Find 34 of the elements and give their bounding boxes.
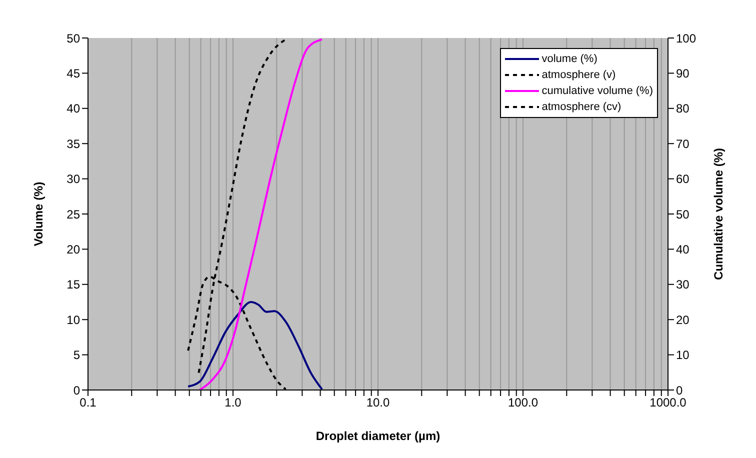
y-axis-title: Volume (%)	[31, 182, 46, 246]
y-tick-label: 10	[66, 312, 80, 327]
x-axis-title: Droplet diameter (µm)	[316, 429, 440, 443]
x-tick-label: 10.0	[366, 396, 390, 410]
y-tick-label: 5	[73, 348, 80, 362]
y2-tick-label: 90	[676, 66, 690, 80]
x-tick-label: 1.0	[224, 396, 242, 410]
y2-tick-label: 40	[676, 242, 690, 256]
legend-label: cumulative volume (%)	[542, 85, 653, 97]
x-tick-label: 0.1	[80, 396, 97, 410]
legend-label: atmosphere (v)	[542, 69, 616, 81]
y2-tick-label: 60	[676, 172, 690, 186]
y2-tick-label: 80	[676, 102, 690, 116]
y-tick-label: 45	[66, 66, 80, 80]
y-tick-label: 0	[73, 383, 80, 398]
y2-tick-label: 10	[676, 348, 690, 362]
y-tick-label: 15	[66, 278, 80, 292]
y2-tick-label: 0	[676, 383, 683, 398]
y2-tick-label: 70	[676, 136, 690, 151]
x-tick-label: 100.0	[508, 396, 538, 410]
legend-label: atmosphere (cv)	[542, 101, 622, 113]
y2-tick-label: 50	[676, 207, 690, 222]
y2-tick-label: 30	[676, 278, 690, 292]
y2-tick-label: 20	[676, 312, 690, 327]
y-tick-label: 40	[66, 102, 80, 116]
y-tick-label: 35	[66, 136, 80, 151]
y2-tick-label: 100	[676, 31, 696, 46]
y-tick-label: 25	[66, 207, 80, 222]
y-tick-label: 20	[66, 242, 80, 256]
y2-axis-title: Cumulative volume (%)	[711, 148, 726, 280]
legend-label: volume (%)	[542, 53, 598, 65]
y-tick-label: 30	[66, 172, 80, 186]
x-tick-label: 1000.0	[650, 396, 687, 410]
y-tick-label: 50	[66, 31, 80, 46]
